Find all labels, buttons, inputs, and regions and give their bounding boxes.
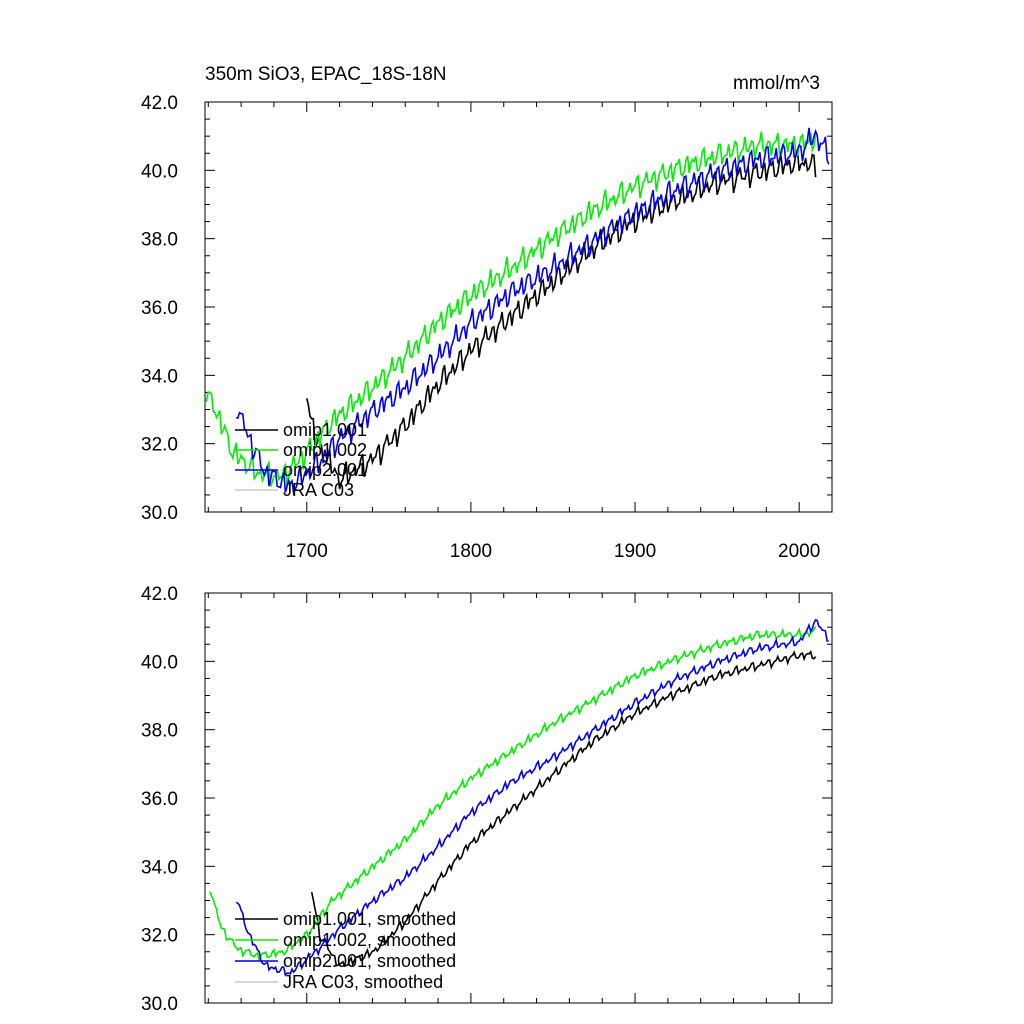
bottom-chart-panel: 30.0 32.0 34.0 36.0 38.0 40.0 42.0 omip1.001, s… [141,584,833,1015]
x-tick-label: 1900 [614,541,656,562]
top-chart-panel: 30.0 32.0 34.0 36.0 38.0 40.0 42.0 1700 1800 1900… [141,64,833,562]
y-tick-label: 40.0 [141,161,178,182]
series-lines [209,618,829,977]
legend-label: omip1.001, smoothed [283,909,456,929]
legend-label: omip2.001, smoothed [283,951,456,971]
y-tick-label: 38.0 [141,230,178,251]
y-tick-label: 42.0 [141,584,178,605]
y-tick-label: 34.0 [141,366,178,387]
series-line-omip2-001 [235,127,830,496]
y-tick-label: 36.0 [141,789,178,810]
legend-label: omip2.001 [283,460,367,480]
legend-label: omip1.002 [283,440,367,460]
y-tick-label: 36.0 [141,298,178,319]
series-line-omip2-001-smoothed [235,618,829,977]
legend-label: JRA C03, smoothed [283,972,443,992]
y-tick-label: 38.0 [141,721,178,742]
x-tick-label: 2000 [778,541,820,562]
y-tick-label: 42.0 [141,93,178,114]
series-line-omip1-001 [306,148,817,490]
series-line-omip1-001-smoothed [310,650,817,968]
y-tick-label: 40.0 [141,652,178,673]
y-tick-label: 30.0 [141,994,178,1015]
series-line-omip1-002-smoothed [209,626,817,963]
y-tick-label: 30.0 [141,503,178,524]
x-tick-label: 1700 [286,541,328,562]
legend-label: omip1.002, smoothed [283,930,456,950]
series-lines [205,127,830,496]
y-tick-label: 32.0 [141,926,178,947]
series-line-omip1-002 [205,131,817,487]
legend-label: omip1.001 [283,420,367,440]
legend-label: JRA C03 [283,480,354,500]
chart-title: 350m SiO3, EPAC_18S-18N [205,64,447,85]
chart-units: mmol/m^3 [733,73,820,94]
y-tick-label: 34.0 [141,857,178,878]
y-tick-label: 32.0 [141,435,178,456]
x-tick-label: 1800 [450,541,492,562]
